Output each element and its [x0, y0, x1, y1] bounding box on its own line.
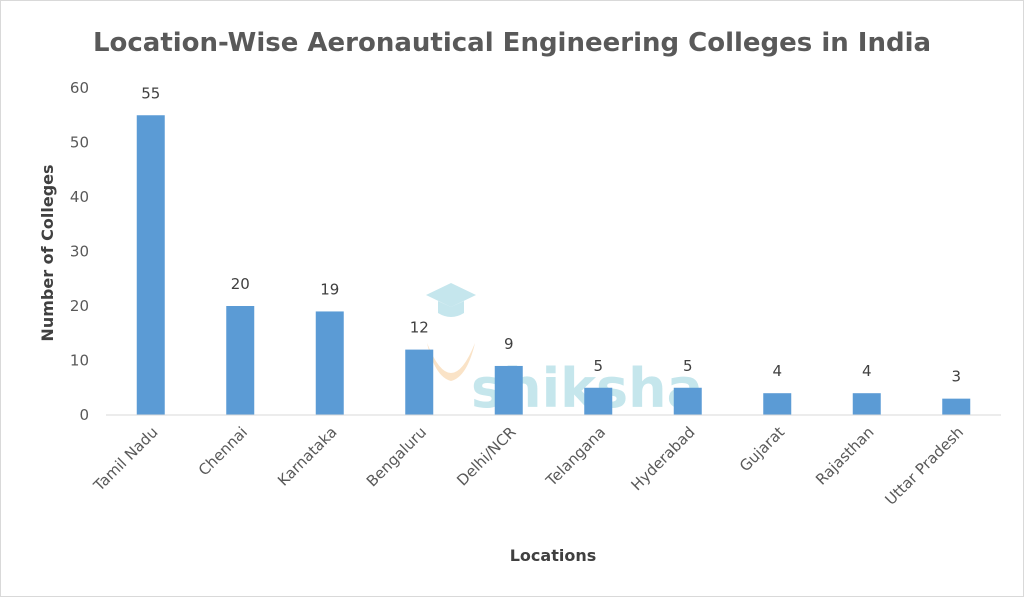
x-tick-label: Gujarat — [736, 423, 788, 475]
y-axis-ticks: 0 10 20 30 40 50 60 — [70, 79, 89, 424]
data-label: 4 — [772, 362, 782, 380]
data-label: 12 — [410, 319, 429, 337]
data-label: 9 — [504, 335, 514, 353]
y-tick-label: 50 — [70, 134, 89, 152]
x-tick-label: Bengaluru — [363, 423, 430, 490]
x-tick-label: Tamil Nadu — [89, 423, 161, 495]
bar — [315, 311, 344, 415]
y-tick-label: 60 — [70, 79, 89, 97]
bar — [494, 365, 523, 415]
bars-group — [136, 115, 971, 415]
bar — [673, 387, 702, 415]
bar — [226, 306, 255, 415]
y-tick-label: 20 — [70, 297, 89, 315]
x-tick-label: Telangana — [542, 423, 609, 490]
bar — [136, 115, 165, 415]
y-tick-label: 40 — [70, 188, 89, 206]
data-label: 5 — [683, 357, 693, 375]
swoosh-icon — [427, 343, 475, 381]
data-label: 4 — [862, 362, 872, 380]
bar — [763, 393, 792, 415]
data-label: 19 — [320, 280, 339, 298]
bar — [584, 387, 613, 415]
x-tick-label: Karnataka — [274, 423, 341, 490]
bar — [942, 398, 971, 415]
x-tick-label: Uttar Pradesh — [881, 423, 967, 509]
data-label: 20 — [231, 275, 250, 293]
chart-title: Location-Wise Aeronautical Engineering C… — [93, 28, 931, 58]
y-tick-label: 0 — [79, 406, 89, 424]
bar — [405, 349, 434, 415]
data-label: 5 — [593, 357, 603, 375]
x-tick-label: Rajasthan — [812, 423, 877, 488]
x-tick-label: Delhi/NCR — [453, 423, 519, 489]
shiksha-watermark: shiksha — [426, 283, 703, 420]
y-axis-title: Number of Colleges — [38, 164, 57, 341]
x-axis-title: Locations — [510, 546, 597, 565]
data-label: 55 — [141, 84, 160, 102]
data-label: 3 — [951, 368, 961, 386]
bar — [852, 393, 881, 415]
y-tick-label: 30 — [70, 243, 89, 261]
x-tick-label: Hyderabad — [628, 423, 699, 494]
mortarboard-base-icon — [438, 301, 464, 317]
x-tick-label: Chennai — [195, 423, 251, 479]
x-axis-ticks: Tamil Nadu Chennai Karnataka Bengaluru Delhi… — [89, 423, 967, 509]
mortarboard-icon — [426, 283, 476, 307]
y-tick-label: 10 — [70, 352, 89, 370]
